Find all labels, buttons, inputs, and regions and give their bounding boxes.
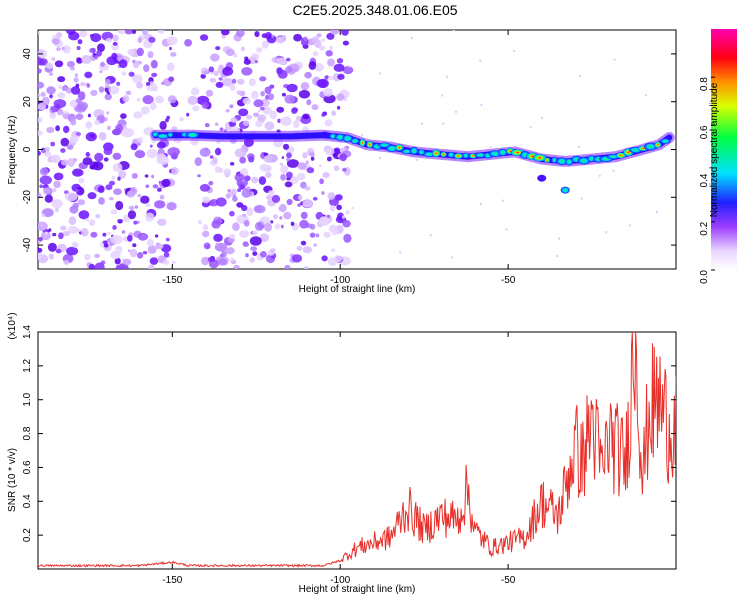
bottom-y-axis-label: SNR (10 * v/v) (7, 448, 18, 512)
ridge-blob (350, 137, 360, 145)
ridge-blob (167, 132, 174, 138)
ridge-blob (410, 146, 419, 155)
ridge-blob (185, 131, 200, 139)
ridge-blob (453, 153, 464, 159)
x-tick-label: -150 (162, 575, 182, 586)
snr-frame (37, 331, 677, 570)
ridge-blob (366, 140, 374, 149)
ridge-blob (474, 152, 487, 158)
y-tick-label: 0.4 (22, 494, 33, 508)
y-multiplier-label: (x10⁴) (7, 312, 18, 339)
colorbar-tick-label: 0.8 (699, 77, 710, 91)
y-tick-label: -40 (22, 237, 33, 252)
ridge-blob (385, 144, 398, 153)
x-tick-label: -50 (501, 575, 516, 586)
isolated-blob (560, 186, 570, 194)
y-tick-label: -20 (22, 190, 33, 205)
x-tick-label: -50 (501, 275, 516, 286)
y-tick-label: 1.4 (22, 325, 33, 339)
colorbar-gradient (711, 29, 737, 270)
ridge-blob (544, 157, 551, 163)
ridge-blob (342, 134, 353, 143)
ridge-blob (497, 148, 508, 157)
x-tick-label: -100 (330, 275, 350, 286)
ridge-blob (462, 152, 470, 159)
y-tick-label: 40 (22, 48, 33, 60)
ridge-blob (423, 151, 435, 158)
ridge-blob (156, 133, 170, 139)
ridge-blob (440, 151, 447, 157)
bottom-x-axis-label: Height of straight line (km) (299, 584, 416, 595)
frequency-ridge (150, 129, 675, 194)
ridge-blob (447, 151, 455, 158)
colorbar-tick-label: 0.0 (699, 270, 710, 284)
top-y-axis-label: Frequency (Hz) (7, 116, 18, 185)
y-tick-label: 0.8 (22, 426, 33, 440)
ridge-blob (565, 158, 574, 166)
ridge-blob (551, 156, 558, 164)
ridge-blob (577, 157, 591, 165)
isolated-blob (537, 174, 547, 182)
ridge-blob (359, 138, 366, 147)
ridge-blob (532, 154, 547, 162)
ridge-blob (401, 148, 412, 155)
y-tick-label: 1.2 (22, 358, 33, 372)
ridge-blob (660, 138, 671, 144)
ridge-blob (556, 157, 568, 166)
top-x-axis-label: Height of straight line (km) (299, 284, 416, 295)
ridge-blob (654, 141, 662, 149)
ridge-blob (587, 155, 596, 163)
page-title: C2E5.2025.348.01.06.E05 (292, 2, 458, 18)
colorbar-tick-label: 0.6 (699, 125, 710, 139)
y-tick-label: 20 (22, 96, 33, 108)
ridge-blob (644, 142, 657, 151)
y-tick-label: 0 (22, 146, 33, 152)
snr-panel: -150 -100 -50 0.2 0.4 0.6 0.8 1.0 1.2 1.4 Height… (7, 312, 677, 595)
ridge-blob (431, 149, 441, 158)
ridge-blob (395, 144, 404, 151)
colorbar-tick-label: 0.2 (699, 221, 710, 235)
ridge-blob (329, 133, 337, 140)
ridge-blob (615, 152, 627, 159)
colorbar: 0.0 0.2 0.4 0.6 0.8 Normalized spectral ampl… (699, 29, 737, 284)
y-tick-label: 0.6 (22, 460, 33, 474)
x-tick-label: -100 (330, 575, 350, 586)
spectrogram-panel: -150 -100 -50 -40 -20 0 20 40 Height of straig… (7, 29, 677, 295)
y-tick-label: 1.0 (22, 392, 33, 406)
colorbar-tick-label: 0.4 (699, 173, 710, 187)
ridge-blob (417, 149, 426, 156)
snr-line (38, 332, 676, 568)
y-tick-label: 0.2 (22, 528, 33, 542)
x-tick-label: -150 (162, 275, 182, 286)
colorbar-label: Normalized spectral amplitude (709, 82, 720, 217)
